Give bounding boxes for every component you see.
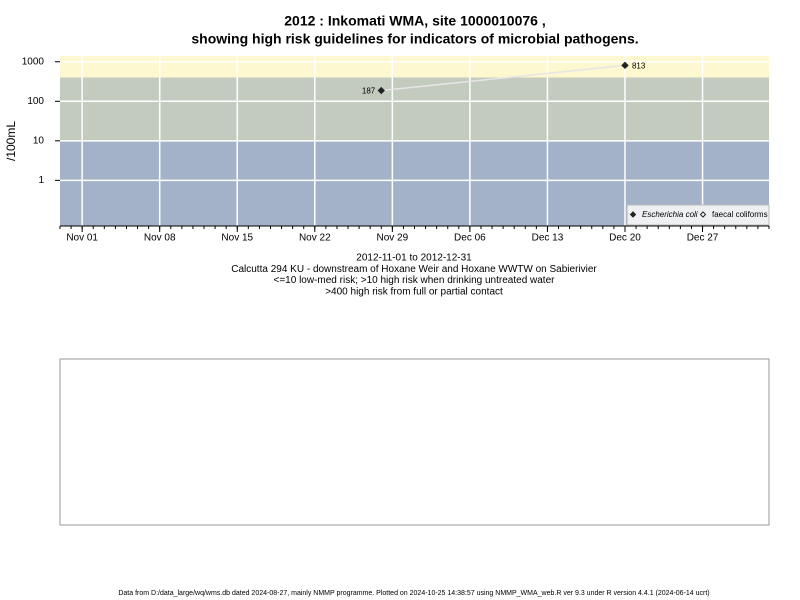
chart-subtitle: showing high risk guidelines for indicat… — [191, 31, 638, 47]
risk-band — [60, 56, 769, 78]
x-tick-label: Dec 13 — [532, 233, 564, 244]
chart-title: 2012 : Inkomati WMA, site 1000010076 , — [284, 13, 545, 29]
data-point — [377, 86, 385, 95]
x-tick-label: Dec 27 — [687, 233, 719, 244]
x-tick-label: Nov 15 — [221, 233, 253, 244]
risk-band — [60, 77, 769, 141]
data-point — [621, 61, 629, 70]
data-label: 187 — [362, 87, 376, 96]
y-tick-label: 1 — [38, 175, 44, 186]
x-tick-label: Nov 08 — [144, 233, 176, 244]
y-tick-label: 1000 — [22, 56, 45, 67]
x-tick-label: Nov 01 — [66, 233, 98, 244]
empty-panel — [59, 358, 770, 526]
legend-label: Escherichia coli — [642, 210, 698, 219]
caption-line: Calcutta 294 KU - downstream of Hoxane W… — [231, 264, 597, 275]
legend-marker — [699, 211, 707, 218]
data-label: 813 — [632, 61, 646, 70]
x-tick-label: Dec 06 — [454, 233, 486, 244]
legend-label: faecal coliforms — [712, 210, 768, 219]
caption-line: 2012-11-01 to 2012-12-31 — [356, 253, 472, 264]
legend — [626, 204, 770, 226]
footer: Data from D:/data_large/wq/wms.db dated … — [118, 590, 709, 597]
series-line — [381, 64, 626, 92]
y-tick-label: 10 — [33, 135, 45, 146]
y-axis-label: /100mL — [4, 121, 18, 161]
x-tick-label: Nov 22 — [299, 233, 331, 244]
caption-line: <=10 low-med risk; >10 high risk when dr… — [274, 275, 556, 286]
x-tick-label: Nov 29 — [377, 233, 409, 244]
x-tick-label: Dec 20 — [609, 233, 641, 244]
caption-line: >400 high risk from full or partial cont… — [325, 287, 503, 298]
y-tick-label: 100 — [27, 96, 44, 107]
legend-marker — [629, 211, 637, 218]
